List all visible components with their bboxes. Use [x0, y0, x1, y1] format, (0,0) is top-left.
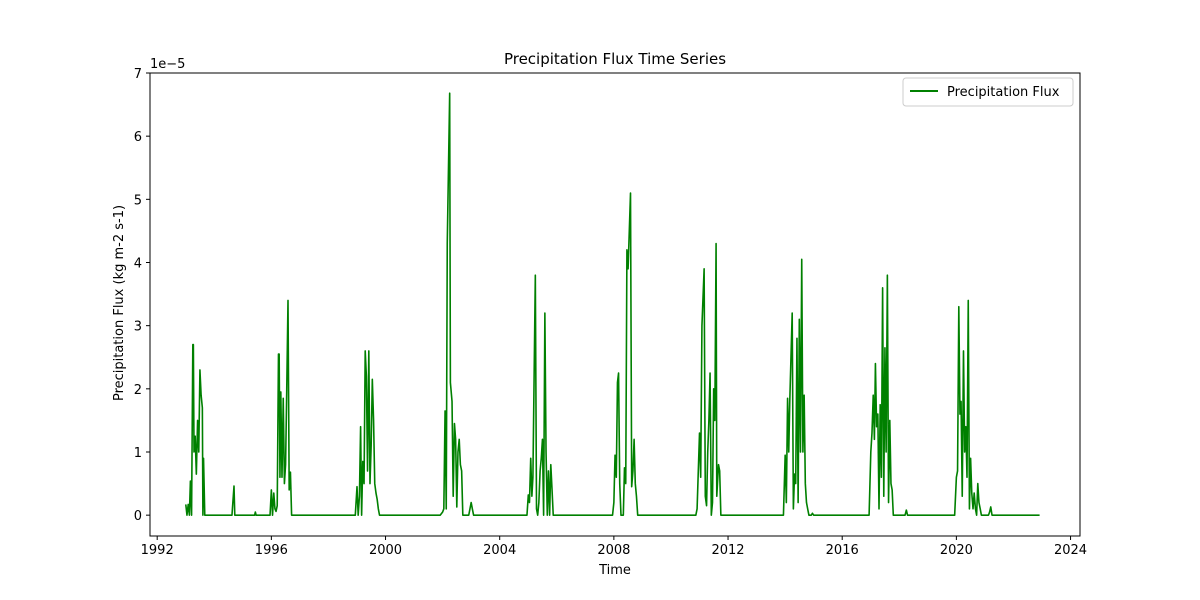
x-tick-label: 2020	[940, 543, 973, 558]
series-line-0	[184, 92, 1040, 516]
y-tick-label: 1	[134, 446, 142, 461]
x-tick-label: 2016	[826, 543, 859, 558]
x-tick-label: 1992	[141, 543, 174, 558]
x-tick-label: 1996	[255, 543, 288, 558]
y-axis-label: Precipitation Flux (kg m-2 s-1)	[112, 205, 127, 401]
y-offset-text: 1e−5	[150, 57, 185, 72]
x-tick-label: 2012	[711, 543, 744, 558]
x-tick-label: 2024	[1054, 543, 1087, 558]
y-tick-label: 0	[134, 509, 142, 524]
x-tick-label: 2008	[597, 543, 630, 558]
y-tick-label: 7	[134, 67, 142, 82]
y-tick-label: 3	[134, 320, 142, 335]
legend-box	[902, 77, 1074, 107]
legend-label: Precipitation Flux	[947, 85, 1060, 100]
y-tick-label: 6	[134, 130, 142, 145]
axes-frame	[149, 72, 1081, 537]
y-tick-label: 5	[134, 193, 142, 208]
x-tick-label: 2000	[369, 543, 402, 558]
x-axis-label: Time	[598, 563, 631, 578]
y-tick-label: 2	[134, 383, 142, 398]
plot-area: 1992 1996 2000 2004 2008 2012 2016 2020 2024 0 1 2 3…	[134, 67, 1087, 558]
y-tick-label: 4	[134, 256, 142, 271]
legend: Precipitation Flux	[902, 77, 1074, 107]
chart-title: Precipitation Flux Time Series	[504, 50, 726, 68]
x-tick-label: 2004	[483, 543, 516, 558]
